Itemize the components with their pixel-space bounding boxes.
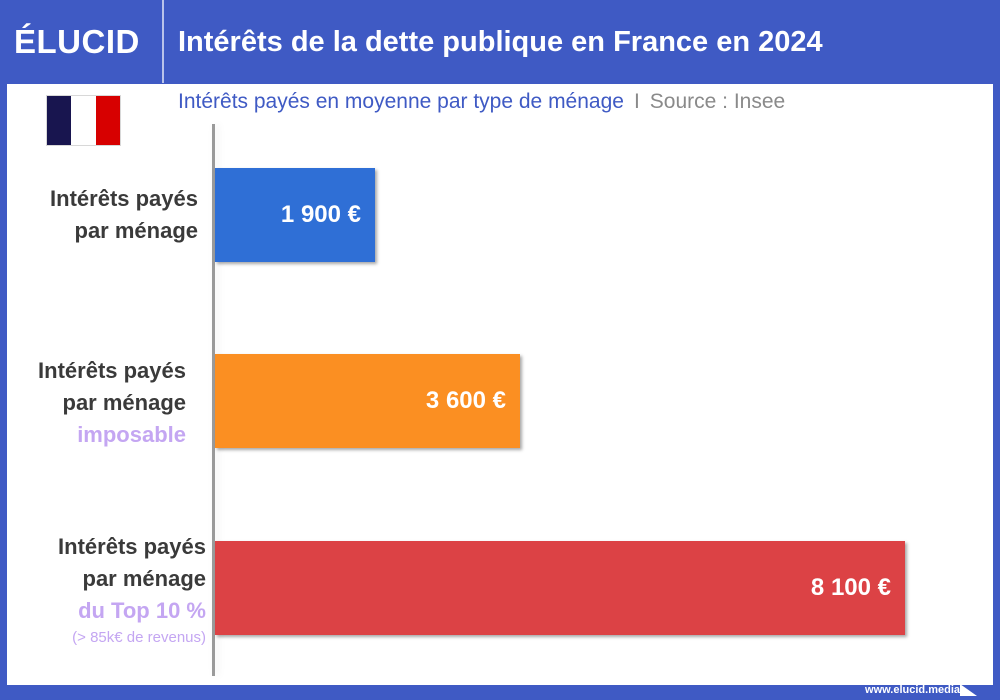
header-band: ÉLUCID Intérêts de la dette publique en … (0, 0, 1000, 83)
chart-title: Intérêts de la dette publique en France … (178, 26, 823, 58)
label-line: Intérêts payés (38, 358, 186, 383)
bar-label-taxable-household: Intérêts payés par ménage imposable (8, 355, 186, 451)
bar-household: 1 900 € (215, 168, 375, 262)
bar-label-top10-household: Intérêts payés par ménage du Top 10 % (>… (20, 531, 206, 649)
y-axis-line (212, 124, 215, 676)
flag-blue-stripe (47, 96, 72, 145)
label-line: Intérêts payés (58, 534, 206, 559)
label-line: par ménage (74, 218, 199, 243)
label-note: (> 85k€ de revenus) (72, 629, 206, 646)
flag-red-stripe (95, 96, 120, 145)
subtitle-separator: I (633, 90, 640, 113)
bar-value-label: 8 100 € (810, 574, 891, 601)
subtitle-description: Intérêts payés en moyenne par type de mé… (178, 90, 624, 113)
bar-label-household: Intérêts payés par ménage (20, 183, 198, 247)
label-accent: du Top 10 % (78, 598, 206, 623)
bar-value-label: 1 900 € (280, 201, 361, 228)
bar-value-label: 3 600 € (425, 387, 506, 414)
label-line: Intérêts payés (50, 186, 198, 211)
label-line: par ménage (62, 390, 187, 415)
elucid-flag-icon (960, 684, 977, 696)
elucid-logo: ÉLUCID (14, 23, 140, 60)
bar-taxable-household: 3 600 € (215, 354, 520, 448)
flag-white-stripe (71, 96, 96, 145)
chart-subtitle: Intérêts payés en moyenne par type de mé… (178, 88, 785, 116)
france-flag-icon (46, 95, 121, 146)
bar-top10-household: 8 100 € (215, 541, 905, 635)
footer-url-link[interactable]: www.elucid.media (865, 684, 960, 696)
label-line: par ménage (82, 566, 207, 591)
header-divider (162, 0, 164, 83)
subtitle-source: Source : Insee (649, 90, 786, 113)
label-accent: imposable (77, 422, 186, 447)
